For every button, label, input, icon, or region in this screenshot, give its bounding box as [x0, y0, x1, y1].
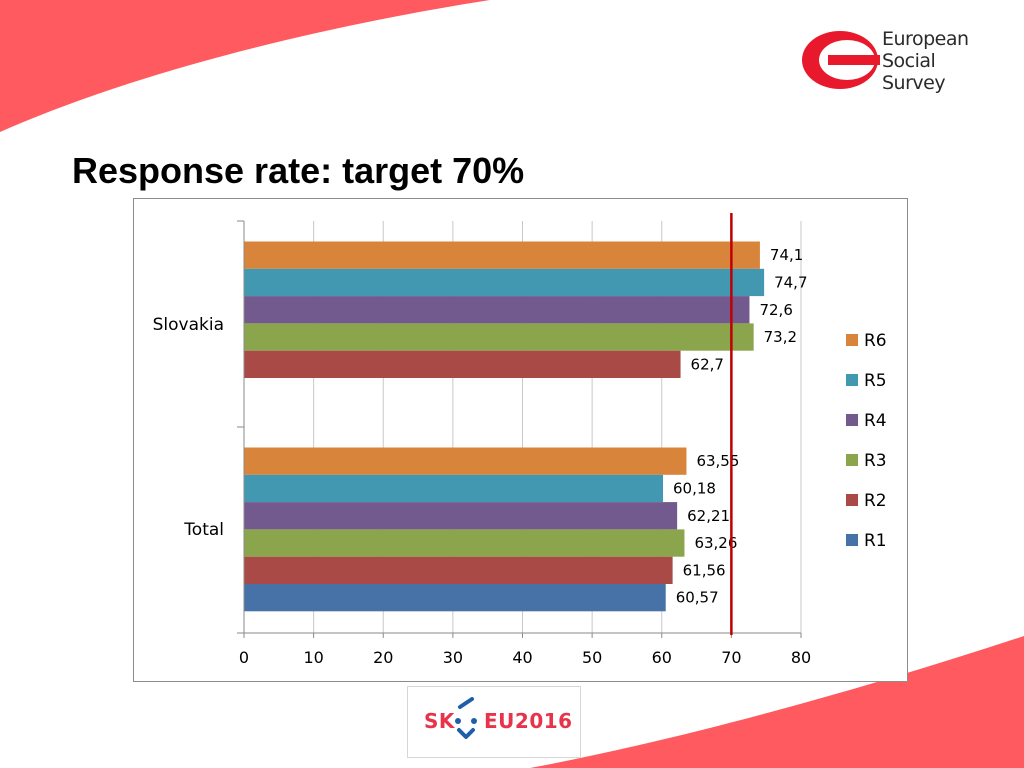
- bar-total-r3: [244, 529, 685, 557]
- legend-swatch-r6: [846, 334, 858, 346]
- x-tick-label-50: 50: [582, 648, 602, 667]
- bottom-right-swoosh: [530, 636, 1024, 768]
- slide-title: Response rate: target 70%: [72, 150, 525, 191]
- ess-logo-mark: [802, 31, 880, 89]
- x-tick-label-10: 10: [303, 648, 323, 667]
- data-label-slovakia-r6: 74,1: [770, 246, 803, 264]
- data-label-slovakia-r4: 72,6: [759, 301, 792, 319]
- sk-logo-left: SK: [424, 709, 455, 733]
- bar-slovakia-r4: [244, 296, 750, 324]
- bar-total-r1: [244, 584, 666, 612]
- bar-total-r2: [244, 556, 673, 584]
- bar-total-r6: [244, 447, 687, 475]
- legend-label-r1: R1: [864, 531, 887, 551]
- x-tick-label-30: 30: [443, 648, 463, 667]
- legend-label-r6: R6: [864, 331, 887, 351]
- bar-slovakia-r2: [244, 350, 681, 378]
- legend-swatch-r3: [846, 454, 858, 466]
- ess-logo-text: European Social Survey: [882, 28, 969, 94]
- sk-eu2016-logo: SK EU2016: [407, 686, 581, 758]
- legend-label-r3: R3: [864, 451, 887, 471]
- legend-swatch-r4: [846, 414, 858, 426]
- data-label-slovakia-r3: 73,2: [764, 328, 797, 346]
- legend-label-r5: R5: [864, 371, 887, 391]
- legend-swatch-r5: [846, 374, 858, 386]
- category-label-slovakia: Slovakia: [153, 315, 224, 335]
- legend-label-r4: R4: [864, 411, 887, 431]
- x-tick-label-60: 60: [652, 648, 672, 667]
- x-tick-label-0: 0: [239, 648, 249, 667]
- data-label-slovakia-r5: 74,7: [774, 273, 807, 291]
- data-label-slovakia-r2: 62,7: [691, 355, 724, 373]
- x-tick-label-40: 40: [512, 648, 532, 667]
- top-left-swoosh: [0, 0, 490, 132]
- sk-logo-mark: [455, 697, 477, 739]
- data-label-total-r3: 63,26: [694, 534, 737, 552]
- legend-label-r2: R2: [864, 491, 887, 511]
- ess-logo-line-2: Social: [882, 50, 936, 72]
- ess-logo: European Social Survey: [800, 22, 990, 98]
- bar-slovakia-r6: [244, 241, 760, 269]
- data-label-total-r5: 60,18: [673, 479, 716, 497]
- bars: [244, 241, 765, 612]
- x-tick-label-20: 20: [373, 648, 393, 667]
- sk-logo-right: EU2016: [484, 709, 573, 733]
- legend: R6 R5 R4 R3 R2 R1: [846, 331, 887, 551]
- chart-frame: 0 10 20 30 40 50 60 70 80 Slovakia Total 74,1 74,7 7…: [133, 198, 908, 682]
- ess-logo-line-3: Survey: [882, 72, 946, 94]
- data-label-total-r1: 60,57: [676, 589, 719, 607]
- bar-total-r5: [244, 474, 664, 503]
- bar-total-r4: [244, 502, 678, 530]
- ess-logo-line-1: European: [882, 28, 969, 50]
- legend-swatch-r1: [846, 534, 858, 546]
- x-tick-label-70: 70: [721, 648, 741, 667]
- legend-swatch-r2: [846, 494, 858, 506]
- bar-slovakia-r5: [244, 268, 765, 297]
- axes: 0 10 20 30 40 50 60 70 80 Slovakia Total: [153, 220, 811, 667]
- data-labels: 74,1 74,7 72,6 73,2 62,7 63,55 60,18 62,21 63,26…: [673, 213, 808, 635]
- category-label-total: Total: [183, 520, 224, 540]
- x-tick-label-80: 80: [791, 648, 811, 667]
- data-label-total-r4: 62,21: [687, 507, 730, 525]
- data-label-total-r6: 63,55: [696, 452, 739, 470]
- data-label-total-r2: 61,56: [683, 561, 726, 579]
- bar-slovakia-r3: [244, 323, 754, 351]
